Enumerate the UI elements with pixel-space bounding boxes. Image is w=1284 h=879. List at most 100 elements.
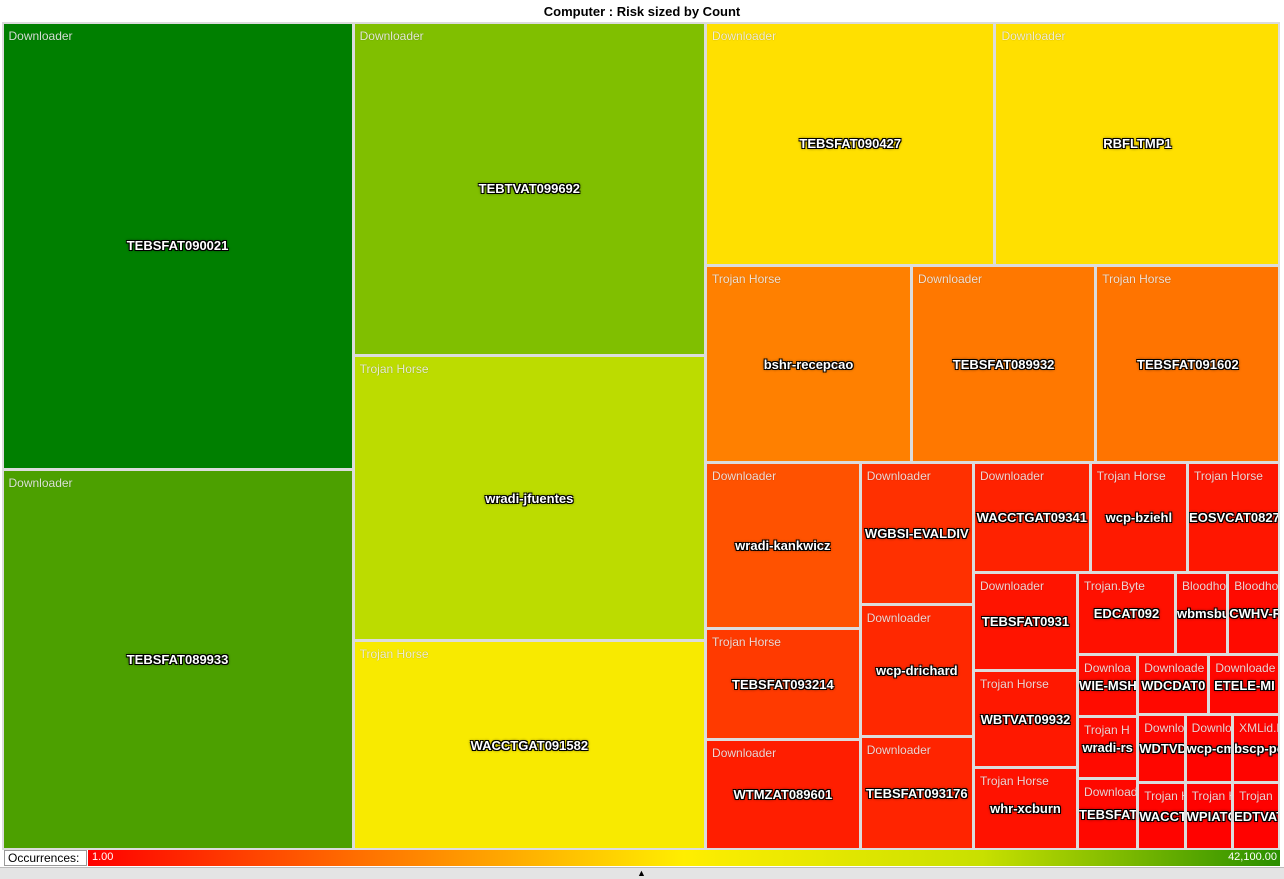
- cell-label: WGBSI-EVALDIV: [864, 526, 969, 542]
- cell-category: Trojan: [1239, 788, 1273, 803]
- cell-label: WDCDAT0: [1141, 678, 1206, 694]
- cell-category: Downloader: [1001, 28, 1066, 43]
- cell-label: EOSVCAT082753: [1189, 510, 1279, 526]
- treemap-cell: Downloade WDCDAT0: [1139, 656, 1208, 714]
- cell-category: Bloodhoun: [1234, 579, 1279, 594]
- cell-label: WACCTGAT09341: [976, 510, 1087, 526]
- cell-category: Downloader: [712, 745, 777, 760]
- cell-category: Trojan Horse: [979, 676, 1049, 691]
- cell-label: TEBSFAT0931: [981, 614, 1070, 630]
- cell-label: wradi-rs: [1082, 740, 1133, 756]
- cell-label: WIE-MSH: [1079, 678, 1137, 694]
- treemap-cell: Trojan Horse WBTVAT09932: [974, 671, 1077, 767]
- cell-label: wradi-jfuentes: [485, 490, 574, 506]
- cell-category: Bloodhoun: [1182, 579, 1227, 594]
- cell-category: Downloader: [712, 469, 777, 484]
- cell-label: ETELE-MI: [1214, 678, 1275, 694]
- cell-category: Downloade: [1084, 785, 1137, 800]
- treemap-cell: Trojan Horse whr-xcburn: [974, 769, 1077, 849]
- cell-category: Trojan.Byte: [1084, 579, 1145, 594]
- cell-label: bshr-recepcao: [763, 356, 854, 372]
- treemap-cell: Trojan EDTVAT: [1234, 783, 1279, 849]
- cell-category: Downloader: [712, 28, 777, 43]
- treemap-cell: Downloader WGBSI-EVALDIV: [861, 464, 972, 604]
- cell-label: WACCTGAT091582: [470, 737, 589, 753]
- treemap-cell: Downloader TEBSFAT090021: [3, 23, 352, 468]
- treemap-cell: Downloader wcp-drichard: [861, 606, 972, 736]
- cell-category: Trojan H: [1144, 788, 1183, 803]
- treemap-cell: Trojan Horse WACCTGAT091582: [354, 642, 705, 849]
- legend-gradient: 1.00 42,100.00: [88, 850, 1280, 866]
- treemap-cell: Downloader TEBSFAT089933: [3, 470, 352, 849]
- color-legend: Occurrences: 1.00 42,100.00: [2, 850, 1282, 866]
- cell-category: Downloader: [917, 272, 983, 287]
- treemap-cell: Trojan H WACCT: [1139, 783, 1184, 849]
- cell-label: TEBSFAT093176: [865, 785, 968, 801]
- cell-label: RBFLTMP1: [1103, 136, 1172, 152]
- cell-category: Downlo: [1191, 721, 1232, 736]
- cell-category: Trojan H: [1084, 723, 1130, 738]
- treemap-cell: Bloodhoun wbmsburn: [1177, 574, 1227, 654]
- treemap-cell: Downloade TEBSFAT0: [1079, 780, 1137, 849]
- treemap-cell: Trojan H wradi-rs: [1079, 718, 1137, 778]
- treemap-cell: Downloader WACCTGAT09341: [974, 464, 1089, 572]
- treemap-cell: Bloodhoun CWHV-RA: [1229, 574, 1279, 654]
- treemap-cell: Trojan Horse bshr-recepcao: [707, 267, 910, 462]
- cell-category: Downloader: [8, 28, 73, 43]
- cell-label: TEBSFAT0: [1079, 806, 1137, 822]
- treemap-cell: Downloader TEBSFAT089932: [912, 267, 1095, 462]
- cell-category: Downloader: [979, 579, 1044, 594]
- treemap-cell: Downloader WTMZAT089601: [707, 740, 859, 849]
- cell-category: Downloa: [1084, 661, 1131, 676]
- cell-label: TEBSFAT093214: [732, 676, 834, 692]
- cell-label: whr-xcburn: [990, 801, 1061, 817]
- chart-title: Computer : Risk sized by Count: [543, 4, 741, 19]
- treemap-cell: Downloade ETELE-MI: [1210, 656, 1279, 714]
- cell-label: TEBSFAT089933: [126, 652, 229, 668]
- treemap-cell: Downloader TEBTVAT099692: [354, 23, 705, 355]
- treemap-cell: Trojan Horse wradi-jfuentes: [354, 357, 705, 640]
- cell-label: bscp-pc: [1234, 741, 1278, 757]
- cell-category: Trojan Horse: [359, 362, 429, 377]
- cell-label: TEBSFAT089932: [952, 356, 1055, 372]
- cell-category: Trojan Horse: [712, 635, 781, 650]
- cell-label: wcp-bziehl: [1105, 510, 1173, 526]
- cell-category: Trojan Horse: [979, 774, 1049, 789]
- treemap-cell: Trojan Horse TEBSFAT091602: [1097, 267, 1279, 462]
- cell-label: WBTVAT09932: [980, 711, 1071, 727]
- treemap-cell: Trojan Horse EOSVCAT082753: [1189, 464, 1279, 572]
- treemap-cell: Downlo wcp-cm: [1186, 716, 1232, 781]
- treemap-cell: Trojan H WPIATC: [1186, 783, 1232, 849]
- treemap-cell: XMLid.B bscp-pc: [1234, 716, 1279, 781]
- cell-label: WTMZAT089601: [733, 787, 833, 803]
- cell-label: EDCAT092: [1093, 606, 1160, 622]
- splitter[interactable]: ▲: [0, 867, 1284, 879]
- cell-category: Downloade: [1215, 661, 1276, 676]
- collapse-arrow[interactable]: ▲: [637, 868, 646, 878]
- treemap-cell: Downloader TEBSFAT0931: [974, 574, 1077, 669]
- cell-label: CWHV-RA: [1229, 606, 1279, 622]
- cell-label: TEBSFAT090427: [799, 136, 902, 152]
- cell-category: Downloade: [1144, 661, 1205, 676]
- treemap-cell: Downloader wradi-kankwicz: [707, 464, 859, 628]
- treemap-cell: Downlo WDTVD: [1139, 716, 1184, 781]
- cell-category: Trojan Horse: [712, 272, 781, 287]
- cell-label: wcp-drichard: [876, 663, 958, 679]
- cell-label: TEBSFAT091602: [1137, 356, 1239, 372]
- cell-label: TEBSFAT090021: [126, 238, 229, 254]
- cell-label: wbmsburn: [1177, 606, 1227, 622]
- cell-category: Downloader: [866, 611, 931, 626]
- treemap-cell: Downloader TEBSFAT090427: [707, 23, 994, 265]
- cell-category: Trojan Horse: [1096, 469, 1166, 484]
- cell-label: EDTVAT: [1234, 808, 1278, 824]
- treemap-cell: Trojan Horse TEBSFAT093214: [707, 630, 859, 738]
- cell-category: Downloader: [866, 743, 931, 758]
- cell-label: WDTVD: [1139, 741, 1184, 757]
- treemap-cell: Downloa WIE-MSH: [1079, 656, 1137, 716]
- legend-title: Occurrences:: [4, 850, 87, 866]
- cell-category: Downloader: [8, 475, 73, 490]
- cell-category: Trojan H: [1191, 788, 1231, 803]
- treemap: Downloader TEBSFAT090021 Downloader TEBSFAT…: [2, 22, 1280, 850]
- treemap-cell: Downloader RBFLTMP1: [996, 23, 1279, 265]
